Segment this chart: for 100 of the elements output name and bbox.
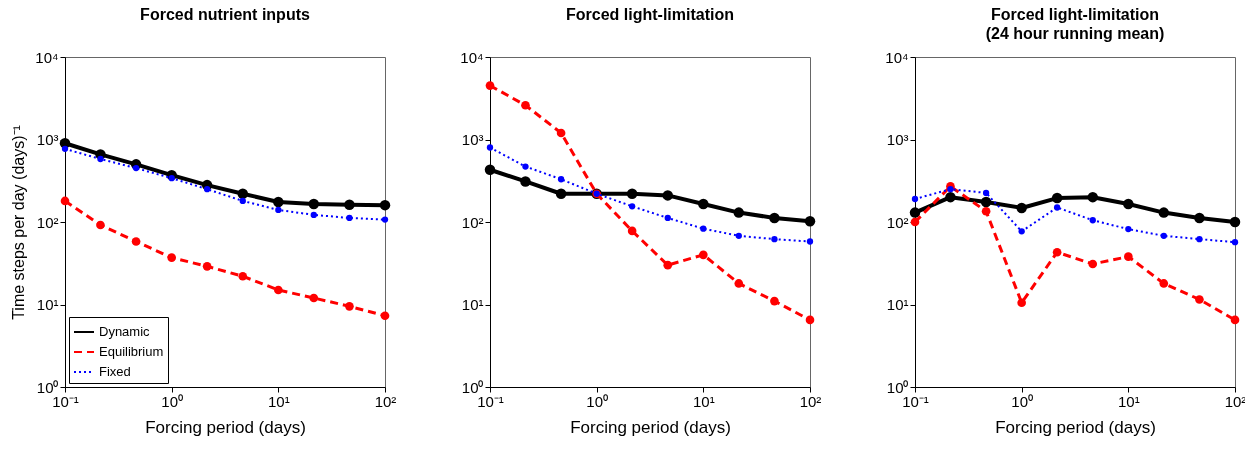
point [1125, 225, 1132, 233]
y-tick-label: 10² [886, 213, 909, 231]
point [1016, 202, 1027, 214]
point [238, 271, 248, 281]
point [628, 203, 636, 210]
point [982, 189, 990, 197]
point [96, 220, 105, 230]
point [521, 100, 530, 110]
x-axis-title: Forcing period (days) [995, 417, 1156, 437]
point [555, 188, 567, 199]
x-tick-label: 10¹ [267, 392, 290, 410]
point [346, 214, 353, 222]
y-tick-label: 10¹ [36, 296, 59, 313]
chart-subtitle: (24 hour running mean) [985, 25, 1165, 42]
point [275, 206, 282, 214]
point [770, 296, 779, 306]
x-tick-label: 10¹ [692, 392, 715, 410]
point [60, 196, 70, 206]
legend-label: Equilibrium [99, 344, 164, 359]
point [664, 214, 671, 222]
y-tick-label: 10⁴ [460, 48, 484, 66]
point [97, 155, 104, 163]
point [61, 145, 69, 153]
point [662, 190, 674, 201]
point [1231, 238, 1239, 246]
point [557, 176, 565, 183]
chart-title: Forced nutrient inputs [140, 6, 310, 23]
point [909, 207, 921, 218]
y-tick-label: 10⁴ [35, 48, 59, 66]
point [734, 279, 744, 288]
x-tick-label: 10⁰ [586, 392, 609, 410]
point [735, 232, 742, 239]
point [1124, 252, 1133, 261]
point [308, 198, 320, 210]
point [485, 81, 495, 90]
point [239, 197, 246, 205]
point [627, 226, 637, 236]
point [945, 191, 956, 203]
y-tick-label: 10³ [36, 131, 59, 148]
point [274, 285, 283, 295]
point [486, 144, 494, 151]
point [1088, 259, 1098, 269]
x-tick-label: 10⁰ [161, 392, 184, 410]
point [381, 216, 389, 223]
point [1017, 298, 1026, 308]
point [522, 163, 529, 170]
point [379, 199, 391, 211]
y-tick-label: 10¹ [461, 296, 484, 313]
point [132, 164, 140, 172]
point [699, 250, 708, 260]
point [484, 164, 496, 175]
point [168, 175, 175, 182]
y-tick-label: 10¹ [886, 296, 909, 313]
point [1051, 192, 1063, 204]
point [980, 196, 992, 208]
y-tick-label: 10³ [461, 131, 484, 148]
point [1159, 279, 1169, 288]
legend-label: Fixed [99, 364, 131, 379]
point [806, 238, 814, 245]
point [626, 188, 638, 199]
x-axis-title: Forcing period (days) [570, 417, 731, 437]
point [345, 302, 354, 311]
x-axis-title: Forcing period (days) [145, 417, 306, 437]
point [1053, 204, 1061, 211]
y-tick-label: 10³ [886, 131, 909, 148]
point [769, 212, 780, 224]
point [520, 176, 531, 187]
point [344, 199, 355, 210]
point [1194, 212, 1205, 224]
point [310, 211, 317, 219]
point [1052, 247, 1062, 257]
point [1158, 207, 1170, 218]
point [1160, 232, 1167, 239]
point [1087, 191, 1099, 203]
point [167, 253, 176, 262]
point [273, 196, 284, 208]
x-tick-label: 10¹ [1117, 392, 1140, 410]
point [203, 186, 211, 193]
point [910, 217, 920, 227]
point [804, 216, 816, 227]
x-tick-label: 10² [374, 392, 397, 410]
point [698, 198, 709, 210]
point [1196, 235, 1203, 243]
point [981, 206, 991, 216]
point [202, 262, 212, 271]
point [1089, 217, 1096, 224]
chart-title: Forced light-limitation [991, 6, 1159, 23]
point [237, 188, 249, 199]
x-tick-label: 10² [799, 392, 822, 410]
chart-title: Forced light-limitation [566, 6, 734, 23]
point [947, 186, 954, 193]
point [663, 260, 673, 270]
point [131, 237, 141, 246]
point [1123, 198, 1134, 210]
point [1230, 315, 1240, 325]
y-tick-label: 10² [36, 213, 59, 231]
y-axis-title: Time steps per day (days)⁻¹ [10, 125, 28, 320]
x-tick-label: 10⁰ [1011, 392, 1034, 410]
y-tick-label: 10⁴ [885, 48, 909, 66]
point [309, 293, 319, 303]
